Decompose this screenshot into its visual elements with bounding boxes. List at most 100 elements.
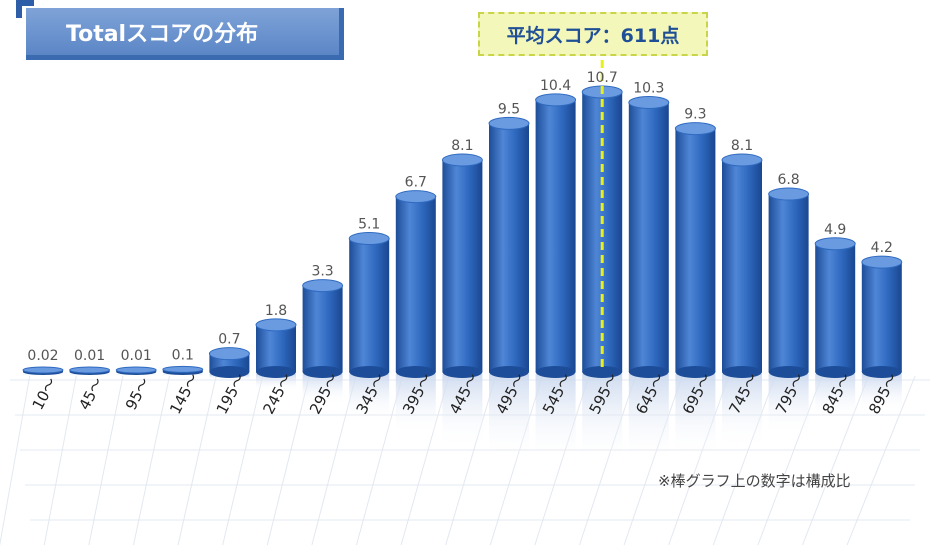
bar bbox=[581, 85, 623, 464]
bar-top bbox=[302, 279, 344, 293]
bar-body bbox=[489, 123, 529, 372]
bar-body bbox=[256, 324, 296, 372]
floor-grid-line bbox=[400, 375, 450, 546]
value-label: 10.7 bbox=[587, 70, 618, 86]
floor-grid-line bbox=[356, 375, 403, 546]
bar-top bbox=[69, 366, 111, 374]
bar-reflection bbox=[489, 374, 529, 462]
value-label: 3.3 bbox=[311, 264, 333, 280]
bar-base bbox=[209, 366, 250, 378]
bar-base bbox=[256, 366, 296, 378]
bar bbox=[488, 116, 530, 462]
bar bbox=[255, 318, 297, 391]
bar bbox=[302, 279, 344, 405]
floor-grid-line bbox=[43, 375, 77, 546]
value-label: 6.8 bbox=[777, 172, 799, 188]
bar-reflection bbox=[628, 374, 669, 464]
bar-reflection bbox=[722, 374, 762, 449]
tick-label: 145～ bbox=[166, 370, 202, 417]
bar-reflection bbox=[535, 374, 576, 464]
bar-top bbox=[22, 366, 64, 374]
bar bbox=[208, 347, 250, 381]
value-label: 1.8 bbox=[265, 303, 287, 319]
bar-body bbox=[722, 160, 762, 372]
bar-top bbox=[488, 116, 530, 130]
value-label: 0.7 bbox=[218, 332, 240, 348]
floor-grid-line bbox=[712, 375, 776, 546]
floor-grid-line bbox=[177, 375, 217, 546]
bar-body bbox=[535, 99, 576, 372]
bar bbox=[768, 187, 810, 437]
bar-top bbox=[814, 237, 856, 251]
floor-grid-line bbox=[802, 375, 869, 546]
floor-grid-line bbox=[668, 375, 730, 546]
bar-reflection bbox=[349, 374, 390, 421]
value-label: 0.1 bbox=[172, 347, 194, 363]
bar-body bbox=[675, 128, 716, 372]
bar-top bbox=[208, 347, 250, 361]
value-label: 6.7 bbox=[405, 175, 427, 191]
footnote: ※棒グラフ上の数字は構成比 bbox=[658, 472, 851, 490]
bar-base bbox=[535, 366, 576, 378]
bar-top bbox=[255, 318, 297, 332]
chart-title: Totalスコアの分布 bbox=[26, 8, 344, 60]
value-label: 0.01 bbox=[121, 348, 152, 364]
bar-top bbox=[628, 95, 670, 109]
bar-base bbox=[395, 366, 436, 378]
bar-top bbox=[115, 366, 157, 374]
bar-base bbox=[582, 366, 623, 378]
bar-base bbox=[628, 366, 669, 378]
bar-top bbox=[162, 365, 204, 373]
bar-top bbox=[348, 232, 390, 246]
bar-reflection bbox=[442, 374, 483, 449]
bar bbox=[674, 122, 716, 460]
value-labels-group: 0.02 0.01 0.01 0.1 0.7 1.8 3.3 5.1 6.7 8.1 9.5 10.4… bbox=[27, 70, 893, 364]
bar-body bbox=[302, 285, 343, 372]
floor-grid-line bbox=[311, 375, 357, 546]
bar-top bbox=[861, 255, 903, 269]
bars-group bbox=[22, 85, 903, 464]
bar-body bbox=[628, 102, 669, 373]
bar-base bbox=[815, 366, 856, 378]
bar bbox=[441, 153, 483, 449]
bar-reflection bbox=[256, 374, 296, 391]
bar-body bbox=[861, 262, 902, 372]
bar-base bbox=[302, 366, 343, 378]
floor-grid-line bbox=[846, 375, 916, 546]
value-label: 10.4 bbox=[540, 78, 571, 94]
title-corner-decoration bbox=[16, 0, 34, 18]
bar-top bbox=[441, 153, 483, 167]
bar-base bbox=[442, 366, 483, 378]
bar bbox=[861, 255, 903, 413]
bar-base bbox=[349, 366, 390, 378]
bar-body bbox=[395, 196, 436, 372]
bar-base bbox=[675, 366, 716, 378]
value-label: 0.02 bbox=[27, 348, 58, 364]
floor-grid-line bbox=[222, 375, 264, 546]
average-score-label: 平均スコア：611点 bbox=[478, 12, 708, 56]
bar bbox=[395, 190, 437, 436]
bar bbox=[721, 153, 763, 449]
floor-grid-line bbox=[133, 375, 170, 546]
bar-base bbox=[489, 366, 529, 378]
value-label: 9.3 bbox=[684, 107, 706, 123]
value-label: 0.01 bbox=[74, 348, 105, 364]
floor-grid-line bbox=[88, 375, 124, 546]
bar bbox=[535, 93, 577, 464]
bar-body bbox=[815, 243, 856, 372]
value-label: 8.1 bbox=[451, 138, 473, 154]
value-label: 10.3 bbox=[633, 80, 664, 96]
bar bbox=[69, 366, 111, 375]
value-label: 8.1 bbox=[731, 138, 753, 154]
floor-grid-line bbox=[0, 375, 31, 546]
bar bbox=[22, 366, 64, 375]
floor-grid-line bbox=[445, 375, 497, 546]
bar-body bbox=[442, 160, 483, 372]
bar-top bbox=[535, 93, 577, 107]
bar-top bbox=[721, 153, 763, 167]
bar-base bbox=[768, 366, 809, 378]
value-label: 9.5 bbox=[498, 101, 520, 117]
floor-grid-line bbox=[757, 375, 823, 546]
bar-top bbox=[674, 122, 716, 136]
